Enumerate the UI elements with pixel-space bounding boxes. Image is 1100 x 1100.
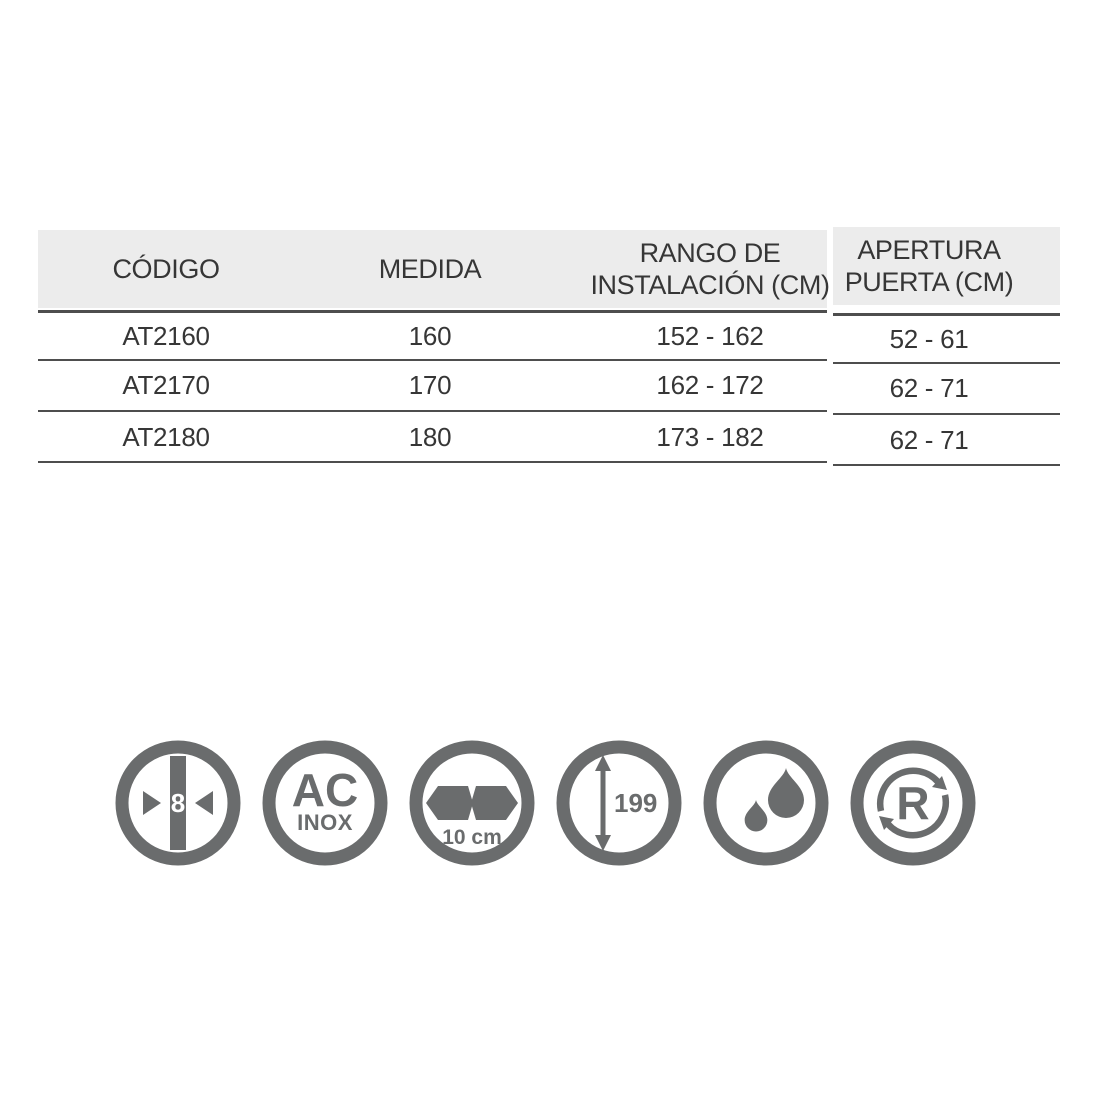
cell-text: 180 (408, 421, 452, 452)
table-rule (833, 362, 1060, 364)
column-header-label: APERTURA (857, 235, 1001, 265)
column-header-label: RANGO DE (639, 238, 781, 268)
table-cell-apertura: 62 - 71 (779, 365, 1079, 411)
table-cell-apertura: 62 - 71 (779, 417, 1079, 463)
table-header-background-right (833, 227, 1060, 305)
table-cell-rango: 173 - 182 (560, 414, 860, 460)
adjustment-range-10cm-icon: 10 cm (409, 740, 535, 866)
table-cell-medida: 170 (280, 362, 580, 408)
column-header-apertura-puerta: APERTURA PUERTA (CM) (779, 227, 1079, 305)
material-text-ac: AC (292, 764, 358, 816)
column-header-codigo: CÓDIGO (16, 230, 316, 308)
table-rule (38, 310, 827, 313)
cell-text: AT2170 (122, 369, 210, 400)
cell-text: 160 (408, 320, 452, 351)
table-cell-medida: 180 (280, 414, 580, 460)
glass-thickness-8mm-icon: 8 (115, 740, 241, 866)
table-cell-codigo: AT2170 (16, 362, 316, 408)
reversible-icon: R (850, 740, 976, 866)
cell-text: 152 - 162 (656, 320, 764, 351)
table-rule (833, 464, 1060, 466)
column-header-label: CÓDIGO (112, 254, 220, 284)
table-cell-codigo: AT2160 (16, 313, 316, 359)
table-cell-medida: 160 (280, 313, 580, 359)
table-rule (38, 410, 827, 412)
glass-thickness-value: 8 (171, 788, 185, 818)
material-text-inox: INOX (297, 810, 353, 835)
table-cell-apertura: 52 - 61 (779, 316, 1079, 362)
cell-text: 62 - 71 (889, 424, 969, 455)
feature-icons-row: 8 AC INOX 10 cm 199 (0, 740, 1100, 866)
adjustment-range-label: 10 cm (442, 826, 502, 849)
stainless-steel-icon: AC INOX (262, 740, 388, 866)
table-rule (38, 461, 827, 463)
cell-text: 62 - 71 (889, 372, 969, 403)
table-cell-codigo: AT2180 (16, 414, 316, 460)
table-rule (833, 413, 1060, 415)
cell-text: 173 - 182 (656, 421, 764, 452)
column-header-label: PUERTA (CM) (844, 267, 1014, 297)
reversible-letter: R (896, 777, 929, 829)
table-rule (38, 359, 827, 361)
cell-text: 52 - 61 (889, 323, 969, 354)
table-header-background-main (38, 230, 827, 308)
small-drop-shape (744, 800, 768, 832)
column-header-rango-instalacion: RANGO DE INSTALACIÓN (CM) (560, 230, 860, 308)
cell-text: AT2180 (122, 421, 210, 452)
column-header-label: MEDIDA (378, 254, 482, 284)
table-rule (833, 313, 1060, 316)
cell-text: AT2160 (122, 320, 210, 351)
column-header-medida: MEDIDA (280, 230, 580, 308)
water-drops-icon (703, 740, 829, 866)
table-cell-rango: 152 - 162 (560, 313, 860, 359)
table-cell-rango: 162 - 172 (560, 362, 860, 408)
big-drop-shape (768, 768, 804, 818)
spec-table: CÓDIGO MEDIDA RANGO DE INSTALACIÓN (CM) … (0, 0, 1100, 500)
height-value: 199 (614, 788, 657, 818)
column-header-label: INSTALACIÓN (CM) (590, 270, 830, 300)
cell-text: 170 (408, 369, 452, 400)
height-199-icon: 199 (556, 740, 682, 866)
cell-text: 162 - 172 (656, 369, 764, 400)
